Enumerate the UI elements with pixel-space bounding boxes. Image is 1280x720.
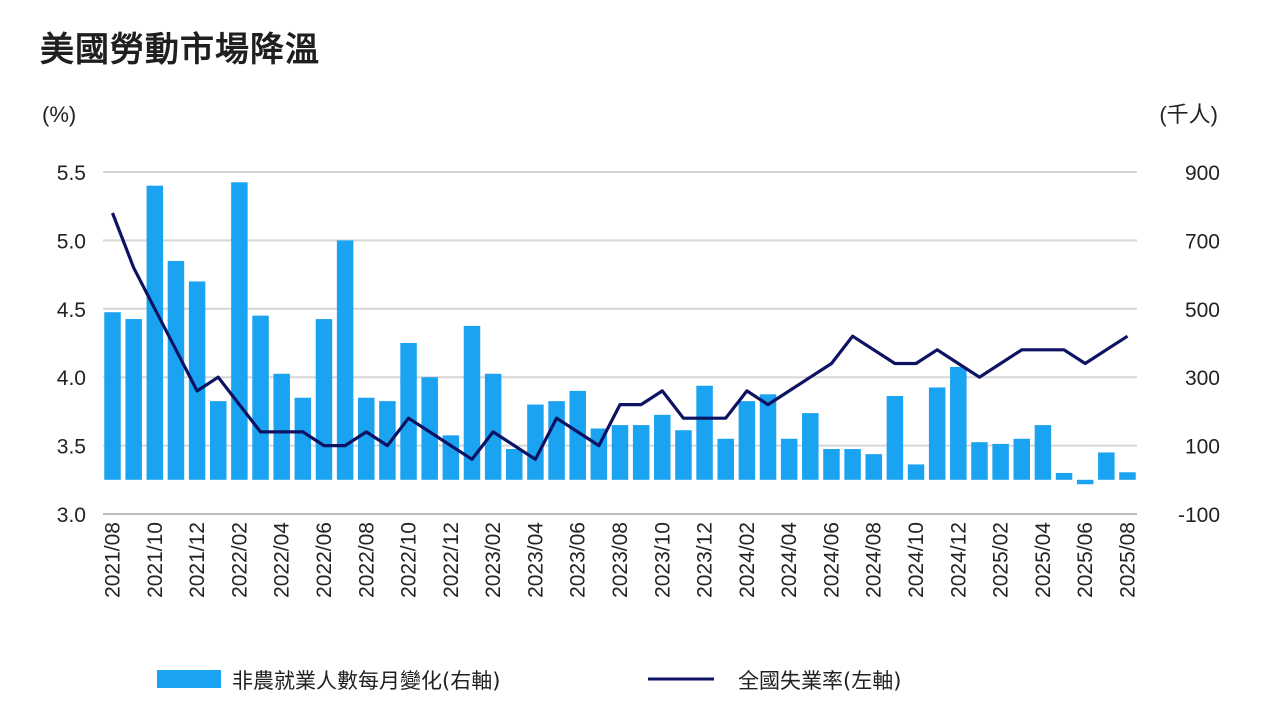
bar [717,438,734,480]
x-tick-label: 2022/02 [228,522,251,598]
right-tick-label: 500 [1185,299,1220,322]
left-tick-label: 5.5 [57,162,86,185]
bar [1013,438,1031,480]
bar [167,260,185,480]
bar [379,401,396,480]
bar [823,449,840,480]
bar [738,401,756,480]
bar [569,390,586,480]
x-tick-label: 2025/04 [1032,522,1055,598]
bar [231,182,248,480]
right-tick-label: 700 [1185,230,1220,253]
bar [358,397,375,480]
unemployment-line [111,212,1129,461]
x-tick-label: 2023/06 [567,522,590,598]
bar [802,413,819,480]
bar [780,438,798,480]
right-tick-label: -100 [1178,504,1220,527]
left-tick-label: 5.0 [57,230,86,253]
bar [928,387,946,480]
x-tick-label: 2025/06 [1074,522,1097,598]
x-tick-label: 2025/02 [990,522,1013,598]
right-tick-label: 100 [1185,436,1220,459]
right-tick-label: 300 [1185,367,1220,390]
chart-title: 美國勞動市場降溫 [40,30,320,70]
x-tick-label: 2023/12 [694,522,717,598]
bar [1098,452,1115,480]
bar [992,443,1009,480]
x-tick-label: 2023/02 [482,522,505,598]
x-tick-label: 2021/10 [144,522,167,598]
bar [506,449,523,480]
bar [1055,472,1073,480]
bar [336,240,354,480]
bar [527,404,544,480]
x-tick-label: 2024/02 [736,522,759,598]
unemployment-line-layer [111,212,1129,461]
bars [104,182,1136,485]
bar [146,185,164,480]
bar [675,430,692,480]
bar [421,377,438,480]
bar [1076,479,1094,485]
bar [907,464,925,480]
x-tick-label: 2022/10 [398,522,421,598]
left-tick-label: 4.0 [57,367,86,390]
bar [104,312,121,480]
x-tick-label: 2022/12 [440,522,463,598]
x-tick-label: 2023/08 [609,522,632,598]
bar [1034,425,1052,480]
legend-label-bars: 非農就業人數每月變化(右軸) [232,669,500,693]
bar [400,343,417,480]
left-axis-unit: (%) [42,102,76,127]
bar [548,401,565,480]
bar [759,394,777,480]
bar [252,315,269,480]
bar [463,325,481,480]
bar [1119,472,1136,480]
x-tick-label: 2021/12 [186,522,209,598]
axes: (%) (千人) 3.0 3.5 4.0 4.5 5.0 5.5 -100 100 300 500… [42,102,1220,598]
bar [294,397,312,480]
x-tick-label: 2022/06 [313,522,336,598]
bar [971,442,988,480]
legend-label-line: 全國失業率(左軸) [738,669,901,693]
x-tick-label: 2023/04 [524,522,547,598]
bar [315,319,333,480]
x-tick-label: 2025/08 [1116,522,1139,598]
x-tick-label: 2022/04 [271,522,294,598]
bar [273,373,290,480]
bar [611,425,629,480]
left-tick-label: 3.0 [57,504,86,527]
x-tick-label: 2022/08 [355,522,378,598]
bar [844,449,861,480]
right-tick-label: 900 [1185,162,1220,185]
x-tick-label: 2023/10 [651,522,674,598]
bar [209,401,227,480]
x-tick-label: 2024/12 [947,522,970,598]
x-tick-label: 2021/08 [102,522,125,598]
bar [865,454,882,480]
bar [632,425,650,480]
x-tick-label: 2024/04 [778,522,801,598]
right-axis-unit: (千人) [1159,102,1218,127]
legend-swatch-bars [157,670,221,688]
left-tick-label: 3.5 [57,436,86,459]
legend: 非農就業人數每月變化(右軸) 全國失業率(左軸) [157,669,901,693]
bar [696,385,713,480]
bar [886,396,904,480]
x-tick-label: 2024/10 [905,522,928,598]
bar [654,414,671,480]
bar [125,319,142,480]
bar [188,281,206,480]
left-tick-label: 4.5 [57,299,86,322]
x-tick-label: 2024/08 [863,522,886,598]
bar [950,366,967,480]
bar [484,373,502,480]
x-tick-label: 2024/06 [820,522,843,598]
